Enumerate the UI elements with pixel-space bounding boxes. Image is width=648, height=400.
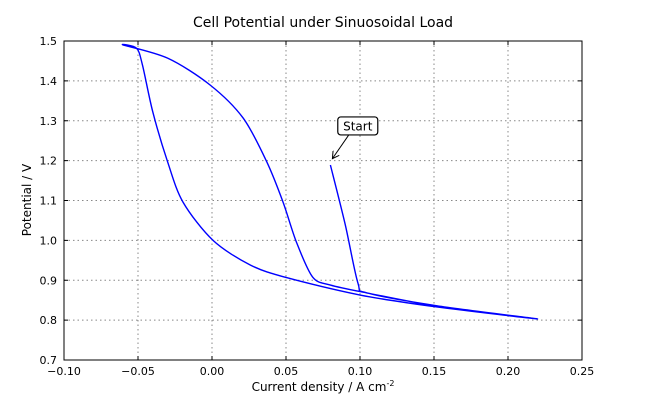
y-tick-label: 0.8 [40, 314, 58, 327]
chart-title: Cell Potential under Sinuosoidal Load [193, 15, 453, 31]
annotation-text: Start [343, 119, 373, 133]
ticks: −0.10 −0.05 0.00 0.05 0.10 0.15 0.20 0.25 0.7 0.8… [40, 35, 595, 378]
y-tick-label: 0.9 [40, 274, 58, 287]
x-tick-label: 0.20 [496, 365, 521, 378]
annotation-arrow [332, 134, 350, 159]
y-tick-label: 1.4 [40, 75, 58, 88]
annotation-layer: Start [332, 116, 379, 159]
x-axis-label-superscript: -2 [386, 379, 394, 388]
y-tick-label: 1.1 [40, 195, 58, 208]
y-tick-label: 0.7 [40, 354, 58, 367]
x-tick-label: −0.10 [47, 365, 81, 378]
annotation-box [337, 116, 379, 136]
series-line [121, 43, 539, 320]
y-tick-label: 1.0 [40, 234, 58, 247]
x-tick-label: −0.05 [121, 365, 155, 378]
y-axis-label: Potential / V [20, 163, 34, 236]
x-tick-label: 0.10 [348, 365, 373, 378]
y-tick-label: 1.2 [40, 155, 58, 168]
y-tick-label: 1.5 [40, 35, 58, 48]
x-axis-label: Current density / A cm-2 [252, 379, 395, 394]
x-tick-label: 0.25 [570, 365, 595, 378]
y-tick-label: 1.3 [40, 115, 58, 128]
x-tick-label: 0.05 [274, 365, 299, 378]
x-tick-label: 0.00 [200, 365, 225, 378]
series-layer [121, 43, 539, 320]
x-tick-label: 0.15 [422, 365, 447, 378]
x-axis-label-text: Current density / A cm [252, 380, 387, 394]
